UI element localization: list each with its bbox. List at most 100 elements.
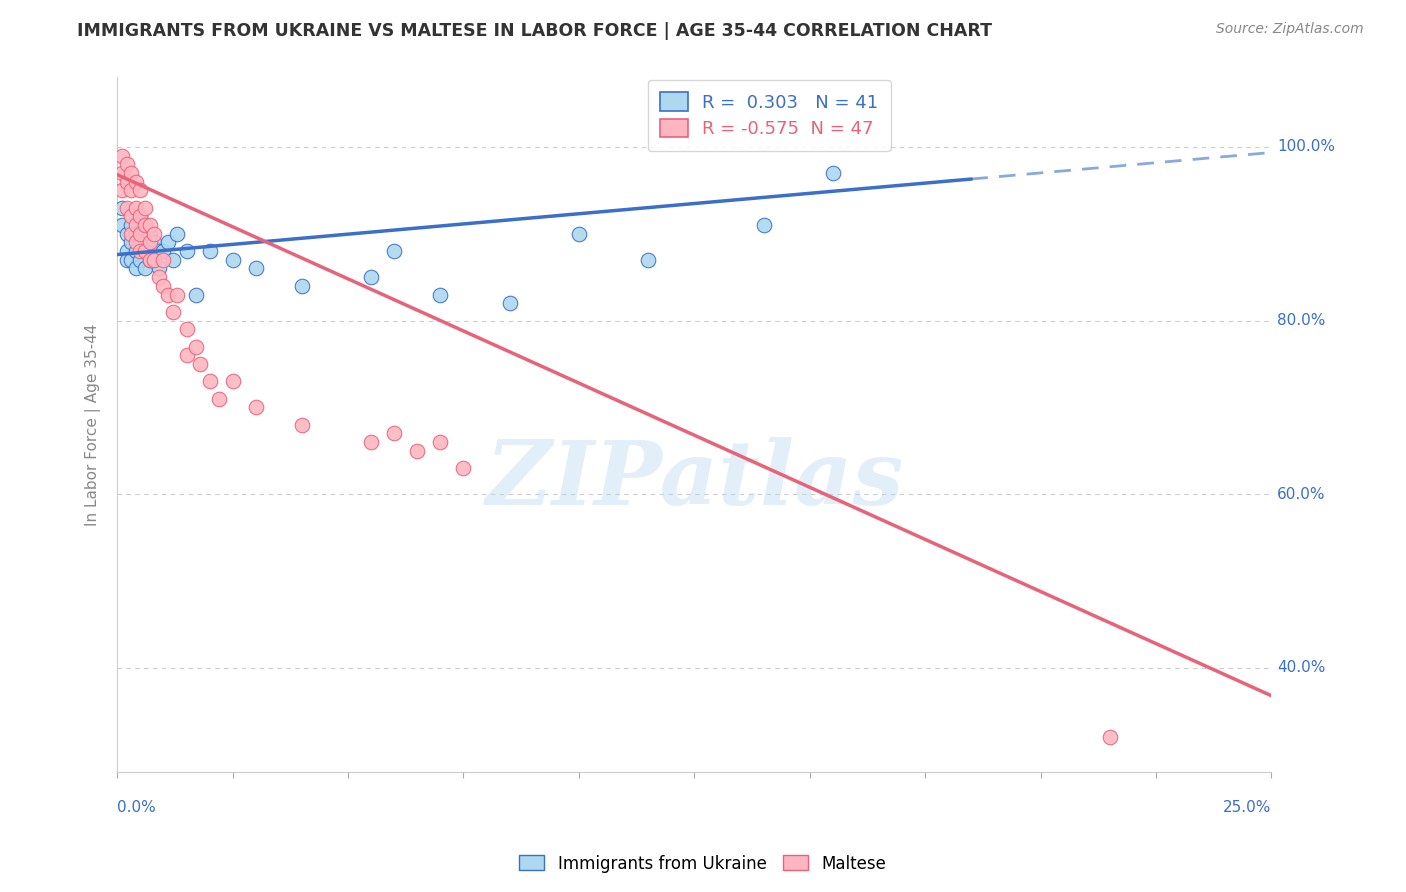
Point (143, 235, 166, 250)
Point (291, 278, 314, 293)
Point (134, 218, 156, 232)
Point (134, 244, 156, 259)
Text: 80.0%: 80.0% (1277, 313, 1326, 328)
Point (184, 287, 207, 301)
Point (120, 210, 142, 224)
Point (166, 227, 188, 241)
Point (221, 375, 243, 389)
Point (176, 244, 198, 259)
Point (138, 235, 160, 250)
Point (208, 392, 231, 406)
Point (134, 244, 156, 259)
Point (125, 261, 148, 276)
Point (143, 252, 166, 267)
Point (198, 244, 221, 259)
Point (498, 296, 520, 310)
Point (152, 252, 174, 267)
Point (120, 166, 142, 180)
Point (148, 261, 170, 276)
Point (111, 183, 134, 197)
Point (120, 235, 142, 250)
Point (134, 201, 156, 215)
Point (134, 218, 156, 232)
Point (125, 175, 148, 189)
Point (143, 227, 166, 241)
Point (125, 227, 148, 241)
Point (111, 166, 134, 180)
Point (157, 287, 180, 301)
Point (184, 340, 207, 354)
Point (129, 244, 152, 259)
Point (120, 183, 142, 197)
Point (138, 252, 160, 267)
Point (429, 435, 451, 450)
Point (360, 270, 382, 285)
Point (406, 443, 429, 458)
Point (125, 244, 148, 259)
Point (752, 218, 775, 232)
Text: IMMIGRANTS FROM UKRAINE VS MALTESE IN LABOR FORCE | AGE 35-44 CORRELATION CHART: IMMIGRANTS FROM UKRAINE VS MALTESE IN LA… (77, 22, 993, 40)
Point (120, 218, 142, 232)
Point (125, 218, 148, 232)
Point (245, 261, 267, 276)
Point (129, 227, 152, 241)
Point (453, 461, 475, 475)
Text: 25.0%: 25.0% (1223, 800, 1271, 815)
Point (221, 252, 243, 267)
Point (1098, 731, 1121, 745)
Point (138, 227, 160, 241)
Point (115, 252, 138, 267)
Text: 60.0%: 60.0% (1277, 487, 1326, 501)
Point (176, 348, 198, 362)
Y-axis label: In Labor Force | Age 35-44: In Labor Force | Age 35-44 (86, 324, 101, 526)
Point (115, 227, 138, 241)
Point (162, 252, 184, 267)
Point (115, 157, 138, 171)
Point (138, 218, 160, 232)
Point (198, 375, 221, 389)
Text: Source: ZipAtlas.com: Source: ZipAtlas.com (1216, 22, 1364, 37)
Point (190, 357, 212, 371)
Point (382, 244, 405, 259)
Point (157, 235, 180, 250)
Point (138, 252, 160, 267)
Point (148, 270, 170, 285)
Point (152, 278, 174, 293)
Point (429, 287, 451, 301)
Point (152, 244, 174, 259)
Point (115, 201, 138, 215)
Point (111, 148, 134, 162)
Point (125, 201, 148, 215)
Point (129, 183, 152, 197)
Point (129, 235, 152, 250)
Point (291, 417, 314, 432)
Point (111, 218, 134, 232)
Text: 0.0%: 0.0% (117, 800, 156, 815)
Text: ZIPatlas: ZIPatlas (485, 437, 903, 524)
Point (568, 227, 591, 241)
Point (821, 166, 844, 180)
Point (120, 252, 142, 267)
Point (129, 210, 152, 224)
Point (176, 322, 198, 336)
Point (162, 305, 184, 319)
Point (129, 252, 152, 267)
Text: 40.0%: 40.0% (1277, 660, 1326, 675)
Point (129, 210, 152, 224)
Point (166, 287, 188, 301)
Point (115, 175, 138, 189)
Point (245, 401, 267, 415)
Point (125, 235, 148, 250)
Point (637, 252, 659, 267)
Point (148, 244, 170, 259)
Point (120, 227, 142, 241)
Point (134, 261, 156, 276)
Point (111, 201, 134, 215)
Text: 100.0%: 100.0% (1277, 139, 1336, 154)
Legend: Immigrants from Ukraine, Maltese: Immigrants from Ukraine, Maltese (513, 848, 893, 880)
Legend: R =  0.303   N = 41, R = -0.575  N = 47: R = 0.303 N = 41, R = -0.575 N = 47 (648, 79, 891, 151)
Point (360, 435, 382, 450)
Point (382, 426, 405, 441)
Point (143, 252, 166, 267)
Point (115, 244, 138, 259)
